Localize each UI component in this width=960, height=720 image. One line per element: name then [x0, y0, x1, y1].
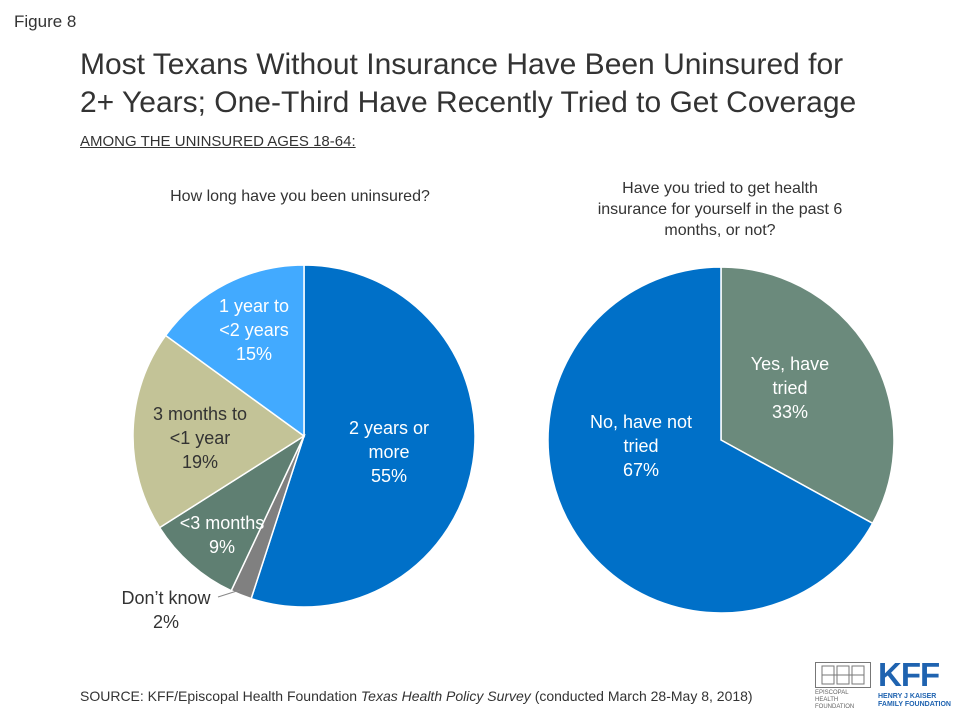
chart-subtitle: AMONG THE UNINSURED AGES 18-64:	[80, 133, 356, 150]
kff-logo-text: HENRY J KAISER FAMILY FOUNDATION	[878, 693, 954, 709]
kff-mark: KFF	[878, 656, 940, 693]
ehf-mark-icon	[815, 662, 871, 688]
pie2-question-line-2: insurance for yourself in the past 6	[597, 201, 843, 218]
pie2-question: Have you tried to get health insurance f…	[560, 178, 880, 241]
ehf-logo-text: EPISCOPAL HEALTH FOUNDATION	[815, 690, 855, 710]
pie1-slice-label-0: 2 years or more 55%	[349, 418, 429, 486]
pie1-slice-label-3: 3 months to <1 year 19%	[153, 404, 247, 472]
pie1-slice-3	[132, 334, 306, 529]
pie1-slice-4	[164, 264, 305, 438]
figure-label: Figure 8	[14, 12, 77, 31]
pie2-slice-label-1: No, have not tried 67%	[590, 412, 692, 480]
pie2-slice-1	[547, 266, 874, 614]
title-line-1: Most Texans Without Insurance Have Been …	[80, 48, 844, 81]
pie1-slice-label-4: 1 year to <2 years 15%	[219, 296, 289, 364]
pie1-leader-line-1	[217, 589, 241, 598]
pie-chart-duration: 2 years or more 55% Don’t know 2% <3 months 9%…	[121, 264, 476, 632]
pie2-slice-label-0: Yes, have tried 33%	[751, 354, 829, 422]
episcopal-health-foundation-logo: EPISCOPAL HEALTH FOUNDATION	[815, 662, 871, 710]
source-suffix: (conducted March 28-May 8, 2018)	[530, 688, 753, 704]
kff-logo: KFF HENRY J KAISER FAMILY FOUNDATION	[878, 658, 954, 710]
source-prefix: SOURCE: KFF/Episcopal Health Foundation	[80, 688, 361, 704]
kff-logo-text-line-1: HENRY J KAISER	[878, 693, 937, 700]
title-line-2: 2+ Years; One-Third Have Recently Tried …	[80, 86, 857, 119]
chart-title: Most Texans Without Insurance Have Been …	[80, 46, 940, 122]
pie1-slice-label-2: <3 months 9%	[180, 513, 265, 557]
source-survey-name: Texas Health Policy Survey	[360, 688, 531, 704]
pie2-question-line-1: Have you tried to get health	[622, 180, 818, 197]
pie2-slice-0	[720, 266, 895, 525]
pie1-question: How long have you been uninsured?	[170, 188, 430, 205]
pie-chart-tried: Yes, have tried 33% No, have not tried 67%	[547, 266, 895, 614]
kff-logo-text-line-2: FAMILY FOUNDATION	[878, 701, 951, 708]
source-note: SOURCE: KFF/Episcopal Health Foundation …	[80, 688, 753, 704]
pie1-slice-2	[158, 433, 306, 592]
pie1-slice-label-1: Don’t know 2%	[121, 588, 211, 632]
pie2-question-line-3: months, or not?	[664, 222, 776, 239]
pie1-slice-0	[250, 264, 476, 608]
